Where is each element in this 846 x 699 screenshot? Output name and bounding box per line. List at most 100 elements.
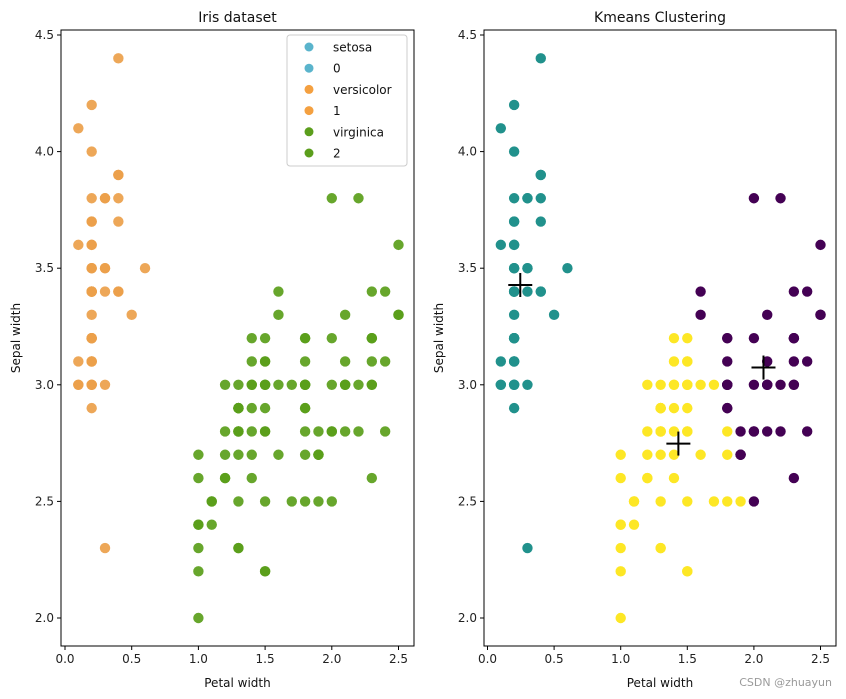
point-cluster-1 — [522, 542, 533, 554]
point-cluster-0 — [775, 426, 786, 437]
point-cluster-1 — [562, 263, 573, 274]
x-axis-label: Petal width — [627, 676, 693, 690]
point-cluster-0 — [748, 496, 760, 507]
point-cluster-2 — [668, 402, 680, 414]
point-versicolor — [246, 379, 257, 390]
point-setosa — [99, 542, 111, 554]
point-virginica — [326, 332, 337, 344]
point-setosa — [86, 286, 97, 297]
point-cluster-1 — [508, 379, 520, 390]
point-cluster-1 — [522, 286, 533, 297]
point-virginica — [339, 426, 351, 437]
plot-area — [484, 30, 836, 646]
point-versicolor — [246, 449, 257, 460]
point-cluster-2 — [668, 449, 680, 460]
point-virginica — [353, 379, 364, 390]
point-cluster-1 — [522, 379, 533, 390]
point-cluster-0 — [695, 309, 706, 321]
point-versicolor — [273, 449, 284, 460]
point-versicolor — [193, 519, 204, 530]
point-setosa — [86, 193, 97, 204]
point-cluster-1 — [508, 263, 520, 274]
point-cluster-1 — [508, 239, 520, 251]
point-versicolor — [246, 332, 257, 344]
y-axis-label: Sepal width — [432, 303, 446, 373]
plot-title: Iris dataset — [198, 10, 277, 26]
axes-frame — [483, 29, 837, 647]
point-setosa — [86, 216, 97, 227]
point-setosa — [86, 356, 97, 367]
point-cluster-2 — [668, 356, 680, 367]
point-versicolor — [219, 472, 231, 484]
y-tick-label: 4.0 — [458, 145, 477, 159]
point-virginica — [339, 379, 351, 390]
point-setosa — [126, 309, 137, 321]
point-virginica — [366, 472, 378, 484]
point-cluster-2 — [642, 472, 653, 484]
legend-label: versicolor — [333, 83, 392, 97]
point-versicolor — [193, 542, 204, 554]
point-virginica — [299, 426, 311, 437]
point-versicolor — [193, 472, 204, 484]
x-tick-label: 1.0 — [611, 652, 630, 666]
point-cluster-2 — [682, 496, 693, 507]
point-cluster-1 — [535, 53, 546, 64]
point-setosa — [86, 402, 97, 414]
point-cluster-2 — [655, 379, 666, 390]
point-setosa — [73, 239, 84, 251]
point-cluster-1 — [495, 123, 507, 134]
legend-frame — [286, 34, 408, 167]
point-cluster-2 — [615, 612, 626, 624]
point-cluster-2 — [722, 426, 733, 437]
legend: setosa 0 versicolor 1 virginica 2 — [286, 34, 408, 167]
point-virginica — [299, 332, 311, 344]
legend-marker — [304, 63, 314, 73]
point-virginica — [313, 496, 324, 507]
point-setosa — [73, 356, 84, 367]
point-versicolor — [233, 449, 244, 460]
point-setosa — [86, 263, 97, 274]
y-ticks: 2.0 2.5 3.0 3.5 4.0 4.5 — [35, 28, 61, 625]
y-ticks: 2.0 2.5 3.0 3.5 4.0 4.5 — [458, 28, 484, 625]
x-axis-label: Petal width — [204, 676, 270, 690]
point-cluster-2 — [628, 496, 640, 507]
point-cluster-0 — [722, 356, 733, 367]
x-tick-label: 1.0 — [189, 652, 208, 666]
point-virginica — [339, 309, 351, 321]
point-setosa — [86, 99, 97, 111]
point-cluster-2 — [668, 379, 680, 390]
x-tick-label: 1.5 — [256, 652, 275, 666]
point-versicolor — [193, 449, 204, 460]
legend-label: 0 — [333, 62, 341, 76]
point-cluster-0 — [815, 239, 826, 251]
point-cluster-0 — [748, 332, 760, 344]
x-tick-label: 2.5 — [811, 652, 830, 666]
legend-label: setosa — [333, 41, 372, 55]
point-cluster-2 — [682, 356, 693, 367]
point-cluster-2 — [722, 496, 733, 507]
point-cluster-2 — [682, 566, 693, 577]
point-cluster-2 — [642, 449, 653, 460]
y-tick-label: 3.5 — [35, 261, 54, 275]
point-virginica — [326, 379, 337, 390]
point-cluster-0 — [762, 356, 773, 367]
point-cluster-0 — [788, 472, 800, 484]
point-cluster-0 — [722, 402, 733, 414]
point-cluster-2 — [655, 402, 666, 414]
point-cluster-1 — [508, 286, 520, 297]
point-virginica — [246, 472, 257, 484]
point-cluster-2 — [682, 402, 693, 414]
point-virginica — [379, 426, 391, 437]
point-versicolor — [233, 426, 244, 437]
point-cluster-1 — [508, 99, 520, 111]
point-cluster-1 — [548, 309, 560, 321]
point-virginica — [299, 402, 311, 414]
point-cluster-0 — [788, 286, 800, 297]
x-ticks: 0.0 0.5 1.0 1.5 2.0 2.5 — [478, 646, 830, 666]
y-tick-label: 4.5 — [35, 28, 54, 42]
y-tick-label: 3.0 — [35, 378, 54, 392]
point-versicolor — [246, 426, 257, 437]
point-versicolor — [206, 496, 217, 507]
point-setosa — [86, 146, 97, 157]
